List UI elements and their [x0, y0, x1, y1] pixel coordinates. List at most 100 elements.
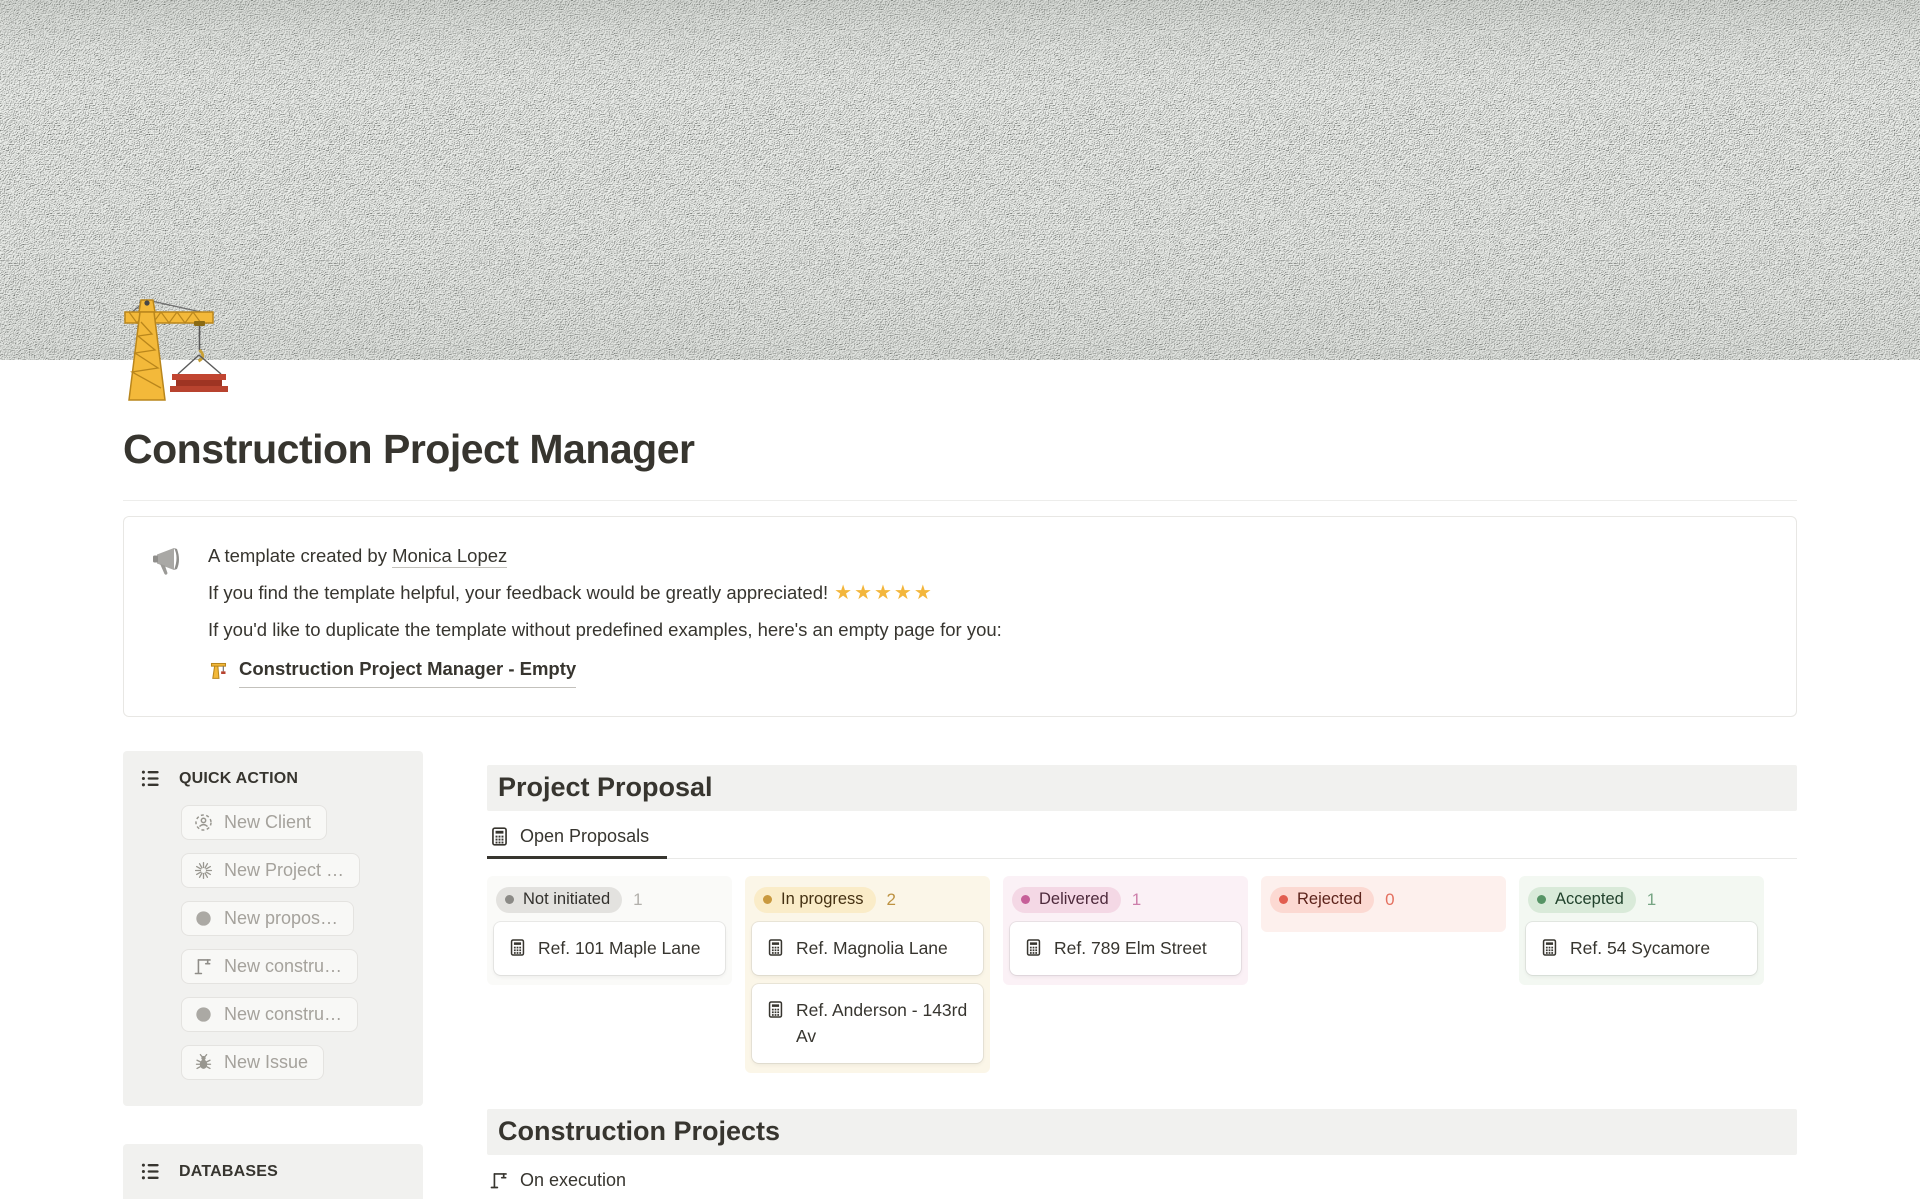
page-content: Construction Project Manager A template … — [0, 426, 1920, 1199]
new-proposal-button[interactable]: New propos… — [181, 901, 355, 936]
callout-body: A template created by Monica Lopez If yo… — [208, 539, 1002, 688]
status-label: In progress — [781, 889, 864, 908]
status-label: Rejected — [1297, 889, 1363, 908]
duplicate-line: If you'd like to duplicate the template … — [208, 619, 1002, 640]
column-header: In progress 2 — [752, 883, 983, 922]
status-dot — [1021, 894, 1030, 904]
left-sidebar: QUICK ACTION New Client — [123, 751, 423, 1199]
board-column-not-initiated: Not initiated 1 Ref. 10 — [487, 875, 732, 986]
proposals-board: Not initiated 1 Ref. 10 — [487, 875, 1797, 1073]
main-column: Project Proposal Open — [487, 751, 1797, 1199]
proposal-card[interactable]: Ref. 101 Maple Lane — [494, 921, 725, 976]
tab-label: On execution — [520, 1169, 627, 1190]
new-construction-button-2[interactable]: New constru… — [181, 997, 359, 1032]
status-label: Accepted — [1555, 889, 1624, 908]
quick-action-title: QUICK ACTION — [179, 769, 299, 787]
calculator-icon — [768, 1001, 783, 1018]
section-heading-band: Project Proposal — [487, 765, 1797, 811]
list-icon — [141, 770, 159, 787]
status-dot — [1279, 894, 1288, 904]
crane-icon — [210, 662, 227, 679]
calculator-icon — [510, 938, 525, 956]
megaphone-icon — [148, 539, 184, 688]
card-title: Ref. 789 Elm Street — [1054, 937, 1207, 958]
databases-block: DATABASES CRM — [123, 1144, 423, 1199]
proposal-card[interactable]: Ref. 54 Sycamore — [1526, 921, 1757, 976]
tab-on-execution[interactable]: On execution — [487, 1159, 644, 1199]
quick-action-block: QUICK ACTION New Client — [123, 751, 423, 1106]
divider — [123, 500, 1797, 501]
proposals-tab-row: Open Proposals — [487, 815, 1797, 859]
proposal-card[interactable]: Ref. Anderson - 143rd Av — [752, 984, 983, 1063]
status-pill[interactable]: Delivered — [1012, 886, 1121, 913]
crane-icon — [490, 1172, 507, 1188]
card-title: Ref. Anderson - 143rd Av — [796, 1000, 968, 1046]
crane-icon — [194, 959, 211, 975]
tab-label: Open Proposals — [520, 825, 650, 846]
new-issue-button[interactable]: New Issue — [181, 1045, 325, 1080]
proposal-card[interactable]: Ref. Magnolia Lane — [752, 921, 983, 976]
projects-tab-row: On execution — [487, 1159, 1797, 1199]
new-project-button[interactable]: New Project … — [181, 853, 361, 888]
card-title: Ref. 101 Maple Lane — [538, 937, 701, 958]
section-title-project-proposal: Project Proposal — [498, 772, 713, 802]
button-label: New constru… — [224, 1004, 343, 1024]
column-count: 1 — [1646, 889, 1657, 909]
card-title: Ref. 54 Sycamore — [1570, 937, 1711, 958]
button-label: New Project … — [224, 860, 345, 880]
section-heading-band: Construction Projects — [487, 1108, 1797, 1155]
board-column-in-progress: In progress 2 Ref. Magn — [745, 875, 990, 1073]
column-header: Rejected 0 — [1268, 883, 1499, 922]
bug-icon — [195, 1053, 212, 1070]
person-dashed-circle-icon — [195, 814, 212, 831]
feedback-text: If you find the template helpful, your f… — [208, 582, 829, 603]
status-dot — [763, 894, 772, 904]
column-count: 1 — [633, 889, 643, 909]
calculator-icon — [1026, 938, 1041, 956]
status-label: Delivered — [1039, 889, 1109, 908]
databases-header: DATABASES — [137, 1160, 409, 1183]
feedback-line: If you find the template helpful, your f… — [208, 576, 1002, 610]
section-title-construction-projects: Construction Projects — [498, 1115, 781, 1146]
status-pill[interactable]: Accepted — [1528, 886, 1636, 913]
page-title: Construction Project Manager — [123, 426, 695, 472]
status-label: Not initiated — [523, 889, 611, 908]
quick-action-header: QUICK ACTION — [137, 767, 409, 790]
new-client-button[interactable]: New Client — [181, 805, 328, 840]
circle-icon — [196, 911, 211, 926]
status-pill[interactable]: Not initiated — [496, 886, 623, 913]
page-icon-crane[interactable] — [120, 294, 230, 406]
quick-action-buttons: New Client New Project … — [181, 805, 409, 1080]
calculator-icon — [1542, 938, 1557, 956]
author-link[interactable]: Monica Lopez — [392, 545, 508, 568]
list-icon — [141, 1163, 159, 1180]
button-label: New constru… — [224, 956, 343, 976]
created-by-text: A template created by — [208, 545, 393, 566]
board-column-rejected: Rejected 0 — [1261, 875, 1506, 932]
empty-page-link-label: Construction Project Manager - Empty — [239, 652, 577, 688]
column-header: Accepted 1 — [1526, 883, 1757, 922]
button-label: New Client — [224, 812, 312, 832]
tab-open-proposals[interactable]: Open Proposals — [487, 815, 668, 859]
button-label: New Issue — [224, 1052, 309, 1072]
board-column-delivered: Delivered 1 Ref. 789 El — [1003, 875, 1248, 986]
column-count: 0 — [1385, 889, 1395, 909]
empty-page-link[interactable]: Construction Project Manager - Empty — [208, 652, 1002, 688]
new-construction-button[interactable]: New constru… — [181, 949, 359, 984]
status-dot — [505, 894, 514, 904]
card-title: Ref. Magnolia Lane — [796, 937, 948, 958]
calculator-icon — [768, 938, 783, 956]
circle-icon — [196, 1007, 211, 1022]
status-pill[interactable]: Rejected — [1270, 886, 1375, 913]
button-label: New propos… — [224, 908, 339, 928]
created-by-line: A template created by Monica Lopez — [208, 539, 1002, 573]
board-column-accepted: Accepted 1 Ref. 54 Syca — [1519, 875, 1764, 986]
two-column-layout: QUICK ACTION New Client — [123, 751, 1797, 1199]
calculator-icon — [492, 827, 507, 846]
proposal-card[interactable]: Ref. 789 Elm Street — [1010, 921, 1241, 976]
column-count: 2 — [886, 889, 897, 909]
column-header: Not initiated 1 — [494, 883, 725, 922]
status-pill[interactable]: In progress — [754, 886, 876, 913]
cover-image — [0, 0, 1920, 360]
